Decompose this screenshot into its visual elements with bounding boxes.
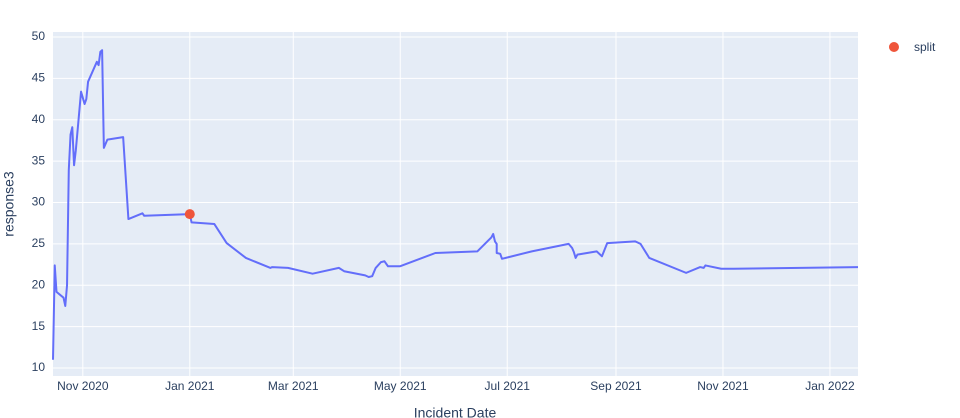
marks [52, 49, 859, 360]
y-tick-label: 40 [32, 112, 46, 126]
y-tick-label: 30 [32, 195, 46, 209]
x-tick-label: Sep 2021 [590, 379, 642, 393]
x-tick-label: Jul 2021 [485, 379, 531, 393]
y-tick-label: 20 [32, 277, 46, 291]
grid [53, 32, 858, 376]
labels: 10 15 20 25 30 35 40 45 50 Nov 2020 Jan 2021 Mar 20… [32, 29, 855, 393]
x-tick-label: Jan 2022 [805, 379, 855, 393]
y-tick-label: 10 [32, 360, 46, 374]
marker [184, 209, 195, 220]
y-axis-title: response3 [1, 171, 17, 237]
x-tick-label: Nov 2020 [57, 379, 109, 393]
y-tick-label: 35 [32, 153, 46, 167]
legend-label: split [914, 40, 936, 54]
line [52, 49, 859, 360]
legend-item[interactable]: split [889, 40, 936, 54]
y-tick-label: 15 [32, 319, 46, 333]
y-tick-label: 45 [32, 71, 46, 85]
x-tick-label: May 2021 [374, 379, 427, 393]
legend-swatch [889, 42, 899, 52]
y-tick-label: 50 [32, 29, 46, 43]
x-tick-label: Jan 2021 [165, 379, 215, 393]
x-tick-label: Nov 2021 [697, 379, 749, 393]
plot-area [53, 32, 858, 376]
y-tick-label: 25 [32, 236, 46, 250]
x-axis-title: Incident Date [414, 405, 497, 418]
legend: split [889, 40, 936, 54]
x-tick-label: Mar 2021 [268, 379, 319, 393]
